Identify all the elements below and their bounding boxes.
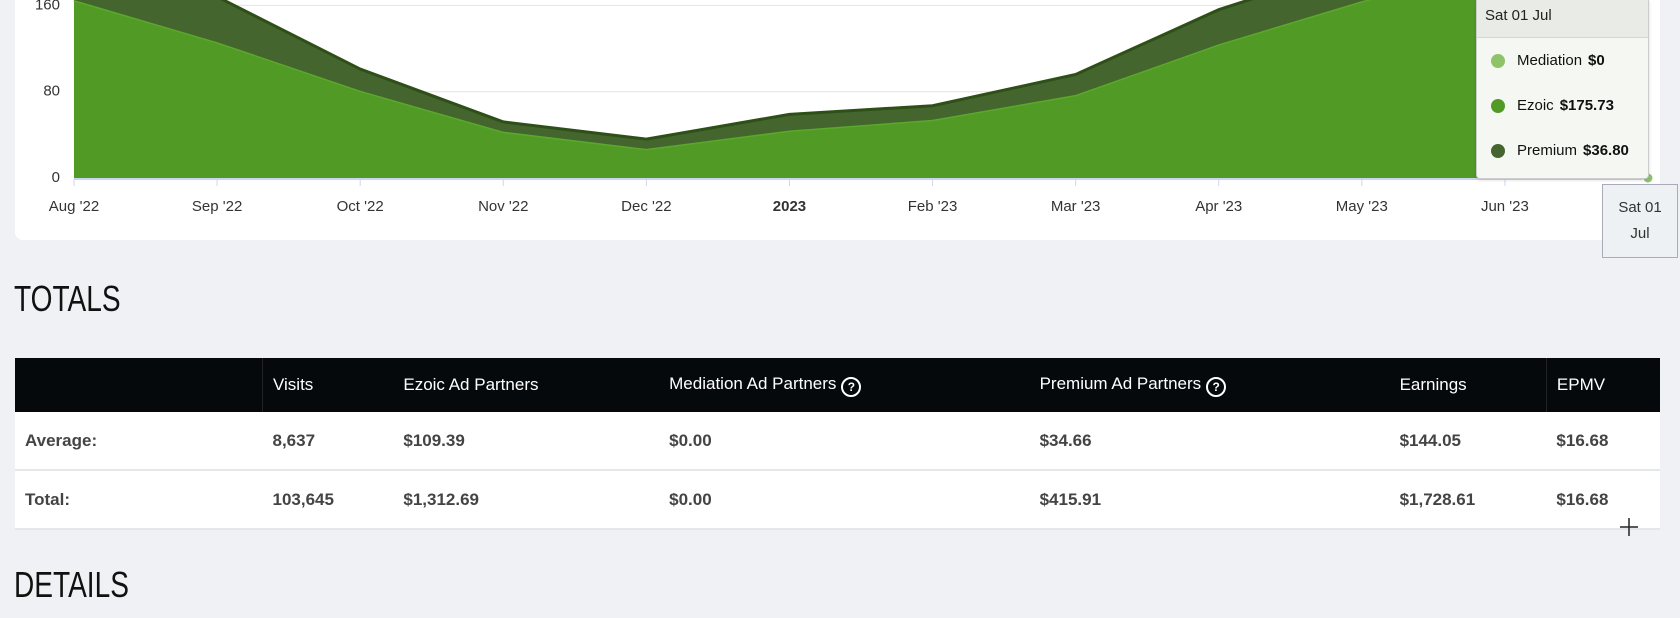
table-cell: $109.39 [393, 412, 660, 471]
crosshair-label: Sat 01 Jul [1602, 184, 1678, 258]
cursor [1620, 518, 1638, 536]
header-label: Mediation Ad Partners [669, 373, 837, 393]
header-cell: Visits [262, 358, 394, 412]
legend-marker [1491, 143, 1505, 158]
x-tick-label: Mar '23 [1051, 198, 1101, 215]
header-label: EPMV [1556, 375, 1606, 394]
legend-label: Ezoic [1517, 97, 1554, 114]
table-cell: $0.00 [659, 412, 1030, 471]
tooltip-item: Premium $36.80 [1477, 128, 1648, 173]
header-cell: Mediation Ad Partners? [659, 358, 1030, 412]
table-cell: 8,637 [262, 412, 394, 471]
legend-marker [1491, 98, 1505, 113]
chart: 0 80 160 Aug '22 Sep '22 Oct '22 Nov '22 Dec '2… [35, 0, 1654, 215]
table-cell: $1,312.69 [393, 470, 660, 530]
area-line [220, 0, 1254, 141]
header-cell: Ezoic Ad Partners [393, 358, 660, 412]
header-label: Ezoic Ad Partners [403, 375, 539, 394]
section-title: TOTALS [14, 278, 121, 319]
header-cell [15, 358, 263, 412]
header-cell: EPMV [1545, 358, 1660, 412]
table-cell: $0.00 [659, 470, 1030, 530]
x-tick-label: Nov '22 [478, 198, 528, 215]
header-cell: Earnings [1389, 358, 1547, 412]
section-title: DETAILS [14, 564, 129, 605]
table-cell: $16.68 [1546, 412, 1660, 471]
table-row: Average: 8,637 $109.39 $0.00 $34.66 $144.05 $1… [15, 412, 1660, 471]
table-cell: $34.66 [1029, 412, 1390, 471]
tooltip-item: Mediation $0 [1477, 38, 1648, 83]
tooltip-value: $36.80 [1583, 142, 1629, 159]
y-tick-label: 0 [52, 169, 60, 186]
header-label: Visits [273, 375, 314, 394]
help-icon[interactable]: ? [1206, 376, 1227, 397]
help-icon[interactable]: ? [841, 376, 862, 397]
table-body: Average: 8,637 $109.39 $0.00 $34.66 $144.05 $1… [15, 412, 1660, 530]
y-tick-label: 80 [43, 83, 60, 100]
table-cell: 103,645 [262, 470, 394, 530]
x-tick-label: Aug '22 [49, 198, 99, 215]
x-tick-label: Sep '22 [192, 198, 242, 215]
x-tick-label: Apr '23 [1195, 198, 1242, 215]
x-tick-label: May '23 [1336, 198, 1388, 215]
tooltip: Sat 01 Jul Mediation $0 Ezoic $175.73 Premiu… [1476, 0, 1649, 179]
totals-table: Visits Ezoic Ad Partners Mediation Ad Part… [15, 358, 1660, 530]
table-cell: Average: [15, 412, 263, 471]
x-tick-label: 2023 [773, 198, 806, 215]
legend-marker [1491, 53, 1505, 68]
header-label: Premium Ad Partners [1039, 373, 1202, 393]
y-tick-label: 160 [35, 0, 60, 13]
header-label: Earnings [1399, 375, 1467, 394]
table-cell: $144.05 [1389, 412, 1547, 471]
area [74, 0, 1648, 178]
x-tick-label: Jun '23 [1481, 198, 1529, 215]
tooltip-title: Sat 01 Jul [1477, 0, 1648, 38]
x-tick-label: Feb '23 [908, 198, 958, 215]
area [74, 0, 1366, 149]
table-header: Visits Ezoic Ad Partners Mediation Ad Part… [15, 358, 1660, 412]
table-cell: $16.68 [1546, 470, 1660, 530]
table-cell: Total: [15, 470, 263, 530]
x-tick-label: Dec '22 [621, 198, 671, 215]
header-cell: Premium Ad Partners? [1029, 358, 1390, 412]
table-row: Total: 103,645 $1,312.69 $0.00 $415.91 $1,728… [15, 470, 1660, 530]
tooltip-value: $0 [1588, 52, 1605, 69]
tooltip-item: Ezoic $175.73 [1477, 83, 1648, 128]
legend-label: Mediation [1517, 52, 1583, 69]
table-cell: $415.91 [1029, 470, 1390, 530]
legend-label: Premium [1517, 142, 1578, 159]
table-cell: $1,728.61 [1389, 470, 1547, 530]
x-tick-label: Oct '22 [337, 198, 384, 215]
tooltip-items: Mediation $0 Ezoic $175.73 Premium $36.80 [1477, 38, 1648, 173]
tooltip-value: $175.73 [1559, 97, 1614, 114]
